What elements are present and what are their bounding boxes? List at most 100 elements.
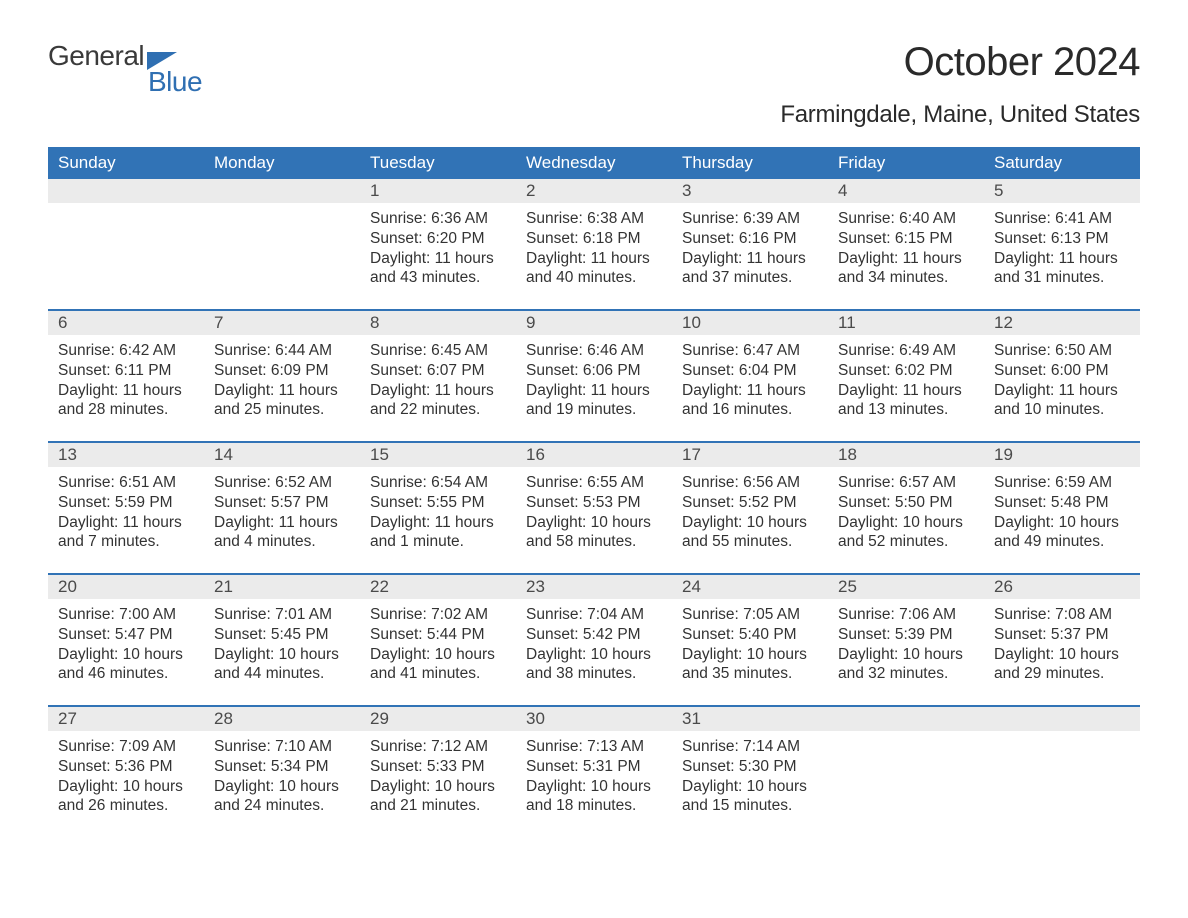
sunset-text: Sunset: 5:59 PM — [58, 493, 194, 513]
sunrise-text: Sunrise: 7:04 AM — [526, 605, 662, 625]
week-row: 13141516171819Sunrise: 6:51 AMSunset: 5:… — [48, 441, 1140, 559]
day-cell: Sunrise: 6:51 AMSunset: 5:59 PMDaylight:… — [48, 467, 204, 559]
day-cell: Sunrise: 6:41 AMSunset: 6:13 PMDaylight:… — [984, 203, 1140, 295]
day-number: 8 — [360, 311, 516, 335]
week-row: 12345Sunrise: 6:36 AMSunset: 6:20 PMDayl… — [48, 179, 1140, 295]
day-number: 7 — [204, 311, 360, 335]
day-cell: Sunrise: 7:10 AMSunset: 5:34 PMDaylight:… — [204, 731, 360, 823]
sunrise-text: Sunrise: 6:45 AM — [370, 341, 506, 361]
daylight-text: Daylight: 10 hours and 26 minutes. — [58, 777, 194, 817]
header: General Blue October 2024 Farmingdale, M… — [48, 40, 1140, 129]
week-row: 20212223242526Sunrise: 7:00 AMSunset: 5:… — [48, 573, 1140, 691]
daynum-row: 12345 — [48, 179, 1140, 203]
sunset-text: Sunset: 5:48 PM — [994, 493, 1130, 513]
sunset-text: Sunset: 5:44 PM — [370, 625, 506, 645]
daylight-text: Daylight: 11 hours and 40 minutes. — [526, 249, 662, 289]
daylight-text: Daylight: 10 hours and 21 minutes. — [370, 777, 506, 817]
sunset-text: Sunset: 5:40 PM — [682, 625, 818, 645]
daynum-row: 6789101112 — [48, 311, 1140, 335]
sunrise-text: Sunrise: 6:54 AM — [370, 473, 506, 493]
daylight-text: Daylight: 11 hours and 22 minutes. — [370, 381, 506, 421]
sunset-text: Sunset: 5:34 PM — [214, 757, 350, 777]
sunrise-text: Sunrise: 6:59 AM — [994, 473, 1130, 493]
daylight-text: Daylight: 10 hours and 24 minutes. — [214, 777, 350, 817]
sunset-text: Sunset: 5:55 PM — [370, 493, 506, 513]
day-cell: Sunrise: 7:05 AMSunset: 5:40 PMDaylight:… — [672, 599, 828, 691]
daylight-text: Daylight: 10 hours and 44 minutes. — [214, 645, 350, 685]
sunrise-text: Sunrise: 6:39 AM — [682, 209, 818, 229]
daylight-text: Daylight: 11 hours and 31 minutes. — [994, 249, 1130, 289]
day-cell: Sunrise: 7:00 AMSunset: 5:47 PMDaylight:… — [48, 599, 204, 691]
calendar: Sunday Monday Tuesday Wednesday Thursday… — [48, 147, 1140, 823]
day-cell: Sunrise: 6:42 AMSunset: 6:11 PMDaylight:… — [48, 335, 204, 427]
day-number: 26 — [984, 575, 1140, 599]
sunrise-text: Sunrise: 7:08 AM — [994, 605, 1130, 625]
sunrise-text: Sunrise: 6:49 AM — [838, 341, 974, 361]
day-number: 3 — [672, 179, 828, 203]
sunrise-text: Sunrise: 7:14 AM — [682, 737, 818, 757]
weekday-header-row: Sunday Monday Tuesday Wednesday Thursday… — [48, 147, 1140, 179]
daylight-text: Daylight: 10 hours and 58 minutes. — [526, 513, 662, 553]
daylight-text: Daylight: 11 hours and 19 minutes. — [526, 381, 662, 421]
sunrise-text: Sunrise: 7:01 AM — [214, 605, 350, 625]
day-number: 12 — [984, 311, 1140, 335]
day-number: 31 — [672, 707, 828, 731]
weeks-container: 12345Sunrise: 6:36 AMSunset: 6:20 PMDayl… — [48, 179, 1140, 823]
daylight-text: Daylight: 11 hours and 43 minutes. — [370, 249, 506, 289]
sunset-text: Sunset: 5:53 PM — [526, 493, 662, 513]
sunrise-text: Sunrise: 6:50 AM — [994, 341, 1130, 361]
daylight-text: Daylight: 10 hours and 38 minutes. — [526, 645, 662, 685]
day-number: 17 — [672, 443, 828, 467]
daylight-text: Daylight: 10 hours and 32 minutes. — [838, 645, 974, 685]
sunset-text: Sunset: 6:02 PM — [838, 361, 974, 381]
day-number: 25 — [828, 575, 984, 599]
day-cell: Sunrise: 6:49 AMSunset: 6:02 PMDaylight:… — [828, 335, 984, 427]
sunset-text: Sunset: 6:15 PM — [838, 229, 974, 249]
daylight-text: Daylight: 11 hours and 34 minutes. — [838, 249, 974, 289]
daylight-text: Daylight: 10 hours and 15 minutes. — [682, 777, 818, 817]
day-cell: Sunrise: 6:38 AMSunset: 6:18 PMDaylight:… — [516, 203, 672, 295]
daylight-text: Daylight: 10 hours and 46 minutes. — [58, 645, 194, 685]
day-cell — [828, 731, 984, 823]
daylight-text: Daylight: 11 hours and 28 minutes. — [58, 381, 194, 421]
day-number: 28 — [204, 707, 360, 731]
day-number: 20 — [48, 575, 204, 599]
day-number: 11 — [828, 311, 984, 335]
day-number: 18 — [828, 443, 984, 467]
sunrise-text: Sunrise: 7:05 AM — [682, 605, 818, 625]
weekday-label: Tuesday — [360, 147, 516, 179]
sunrise-text: Sunrise: 7:06 AM — [838, 605, 974, 625]
day-number: 27 — [48, 707, 204, 731]
day-number: 21 — [204, 575, 360, 599]
sunset-text: Sunset: 5:33 PM — [370, 757, 506, 777]
day-cell: Sunrise: 6:59 AMSunset: 5:48 PMDaylight:… — [984, 467, 1140, 559]
daylight-text: Daylight: 10 hours and 55 minutes. — [682, 513, 818, 553]
day-cell: Sunrise: 7:02 AMSunset: 5:44 PMDaylight:… — [360, 599, 516, 691]
day-number: 14 — [204, 443, 360, 467]
day-cell: Sunrise: 7:01 AMSunset: 5:45 PMDaylight:… — [204, 599, 360, 691]
day-cell — [48, 203, 204, 295]
day-number: 22 — [360, 575, 516, 599]
sunset-text: Sunset: 6:11 PM — [58, 361, 194, 381]
day-cell: Sunrise: 6:57 AMSunset: 5:50 PMDaylight:… — [828, 467, 984, 559]
day-cell: Sunrise: 6:36 AMSunset: 6:20 PMDaylight:… — [360, 203, 516, 295]
logo: General Blue — [48, 40, 202, 98]
day-number: 5 — [984, 179, 1140, 203]
sunrise-text: Sunrise: 6:55 AM — [526, 473, 662, 493]
daylight-text: Daylight: 11 hours and 13 minutes. — [838, 381, 974, 421]
sunrise-text: Sunrise: 7:09 AM — [58, 737, 194, 757]
sunset-text: Sunset: 6:04 PM — [682, 361, 818, 381]
daylight-text: Daylight: 10 hours and 49 minutes. — [994, 513, 1130, 553]
day-number: 1 — [360, 179, 516, 203]
daylight-text: Daylight: 10 hours and 41 minutes. — [370, 645, 506, 685]
sunrise-text: Sunrise: 7:02 AM — [370, 605, 506, 625]
day-cell: Sunrise: 7:14 AMSunset: 5:30 PMDaylight:… — [672, 731, 828, 823]
week-row: 2728293031Sunrise: 7:09 AMSunset: 5:36 P… — [48, 705, 1140, 823]
day-number: 6 — [48, 311, 204, 335]
day-cell — [204, 203, 360, 295]
day-number: 23 — [516, 575, 672, 599]
weekday-label: Monday — [204, 147, 360, 179]
sunrise-text: Sunrise: 7:12 AM — [370, 737, 506, 757]
day-number — [48, 179, 204, 203]
sunset-text: Sunset: 6:06 PM — [526, 361, 662, 381]
